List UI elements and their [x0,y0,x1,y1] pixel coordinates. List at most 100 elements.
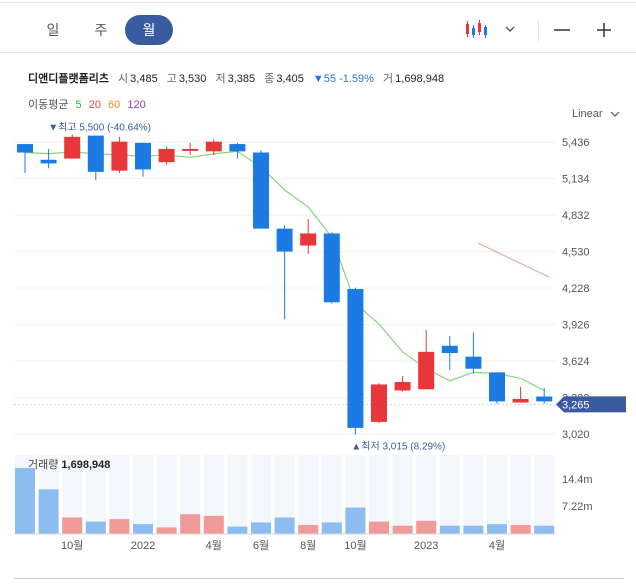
volume-bar [321,522,342,534]
volume-bar [85,521,106,534]
chevron-down-icon[interactable] [500,16,520,44]
volume-bg-column [109,455,130,534]
top-border [0,2,636,3]
candle-chart-icon[interactable] [462,16,490,44]
candle-body [371,384,387,422]
change-value: ▼55 -1.59% [312,73,374,85]
volume-bg-column [85,455,106,534]
minus-icon[interactable] [548,16,576,44]
volume-bg-column [203,455,224,534]
volume-bar [227,526,248,534]
volume-bar [392,525,413,534]
volume-bg-column [227,455,248,534]
volume-bar [510,524,531,534]
toolbar-divider [538,20,539,42]
candle-body [441,345,458,354]
volume-bg-column [251,455,271,534]
candle-body [64,136,81,159]
x-tick-label: 8월 [300,539,316,552]
y-tick-label: 4,530 [562,247,590,259]
last-price-tag [556,396,626,413]
volume-tick-label: 7.22m [562,501,593,513]
volume-bar [15,467,35,534]
last-price-label: 3,265 [562,399,590,411]
candle-body [489,372,505,402]
ma-20[interactable]: 20 [88,99,101,111]
volume-bg-column [416,455,437,534]
candle-body [323,233,340,303]
candle-body [253,152,269,229]
candle-body [182,148,199,151]
volume-bg-column [439,455,460,534]
ma-120[interactable]: 120 [127,99,146,111]
x-tick-label: 10월 [344,539,366,552]
candle-body [40,159,57,164]
ma20-line [477,242,550,278]
volume-bg-column [133,455,153,534]
volume-bar [133,524,153,534]
candle-body [276,228,293,252]
volume-bg-column [534,455,555,534]
x-tick-label: 6월 [253,539,269,552]
volume-title: 거래량 1,698,948 [28,458,110,471]
volume-bar [487,524,507,534]
candle-body [111,141,128,171]
tab-month[interactable]: 월 [125,15,173,45]
candle-body [87,135,104,172]
volume-bar [38,489,59,534]
volume-bar [62,517,83,534]
high-annotation: ▼최고 5,500 (-40.64%) [48,121,151,133]
candle-body [512,398,529,403]
open-label: 시 [118,73,129,85]
volume-bg-column [392,455,413,534]
plus-icon[interactable] [590,16,618,44]
candle-body [347,289,364,428]
bottom-border [14,578,624,579]
candle-body [229,144,246,152]
x-tick-label: 4월 [489,539,505,552]
volume-bar [251,522,271,534]
volume-bar [463,525,484,534]
volume-bg-column [510,455,531,534]
stock-info: 디앤디플랫폼리츠 시 3,485 고 3,530 저 3,385 종 3,405 ▼55… [28,70,450,86]
volume-bg-column [298,455,319,534]
high-label: 고 [166,73,177,85]
y-tick-label: 4,832 [562,210,590,222]
tab-week[interactable]: 주 [94,22,108,38]
low-annotation: ▲최저 3,015 (8.29%) [351,441,445,453]
open-value: 3,485 [130,73,158,85]
close-value: 3,405 [276,73,304,85]
candle-body [394,382,411,391]
volume-tick-label: 14.4m [562,474,593,486]
scale-selector[interactable]: Linear [572,108,620,120]
moving-average-legend: 이동평균 5 20 60 120 [28,96,150,112]
x-tick-label: 4월 [206,539,222,552]
x-tick-label: 2022 [131,540,155,552]
volume-bg-column [62,455,83,534]
scale-label: Linear [572,108,603,120]
y-tick-label: 4,228 [562,283,590,295]
volume-bg-column [463,455,484,534]
candle-body [465,356,482,369]
toolbar-divider-line [0,52,636,53]
volume-bg-column [321,455,342,534]
chart-toolbar: 일 주 월 [0,10,636,50]
y-tick-label: 5,436 [562,137,590,149]
volume-value: 1,698,948 [395,73,445,85]
y-tick-label: 5,134 [562,174,590,186]
volume-bar [274,517,295,534]
candle-body [536,396,553,402]
volume-bg-column [156,455,177,534]
y-tick-label: 3,926 [562,320,590,332]
close-label: 종 [264,73,275,85]
volume-bar [439,525,460,534]
ma-label: 이동평균 [28,99,69,111]
candle-body [300,233,317,246]
ma-5[interactable]: 5 [75,99,82,111]
ma-60[interactable]: 60 [108,99,121,111]
volume-bar [345,507,366,534]
high-value: 3,530 [178,73,207,85]
x-tick-label: 2023 [414,540,438,552]
tab-day[interactable]: 일 [46,22,60,38]
